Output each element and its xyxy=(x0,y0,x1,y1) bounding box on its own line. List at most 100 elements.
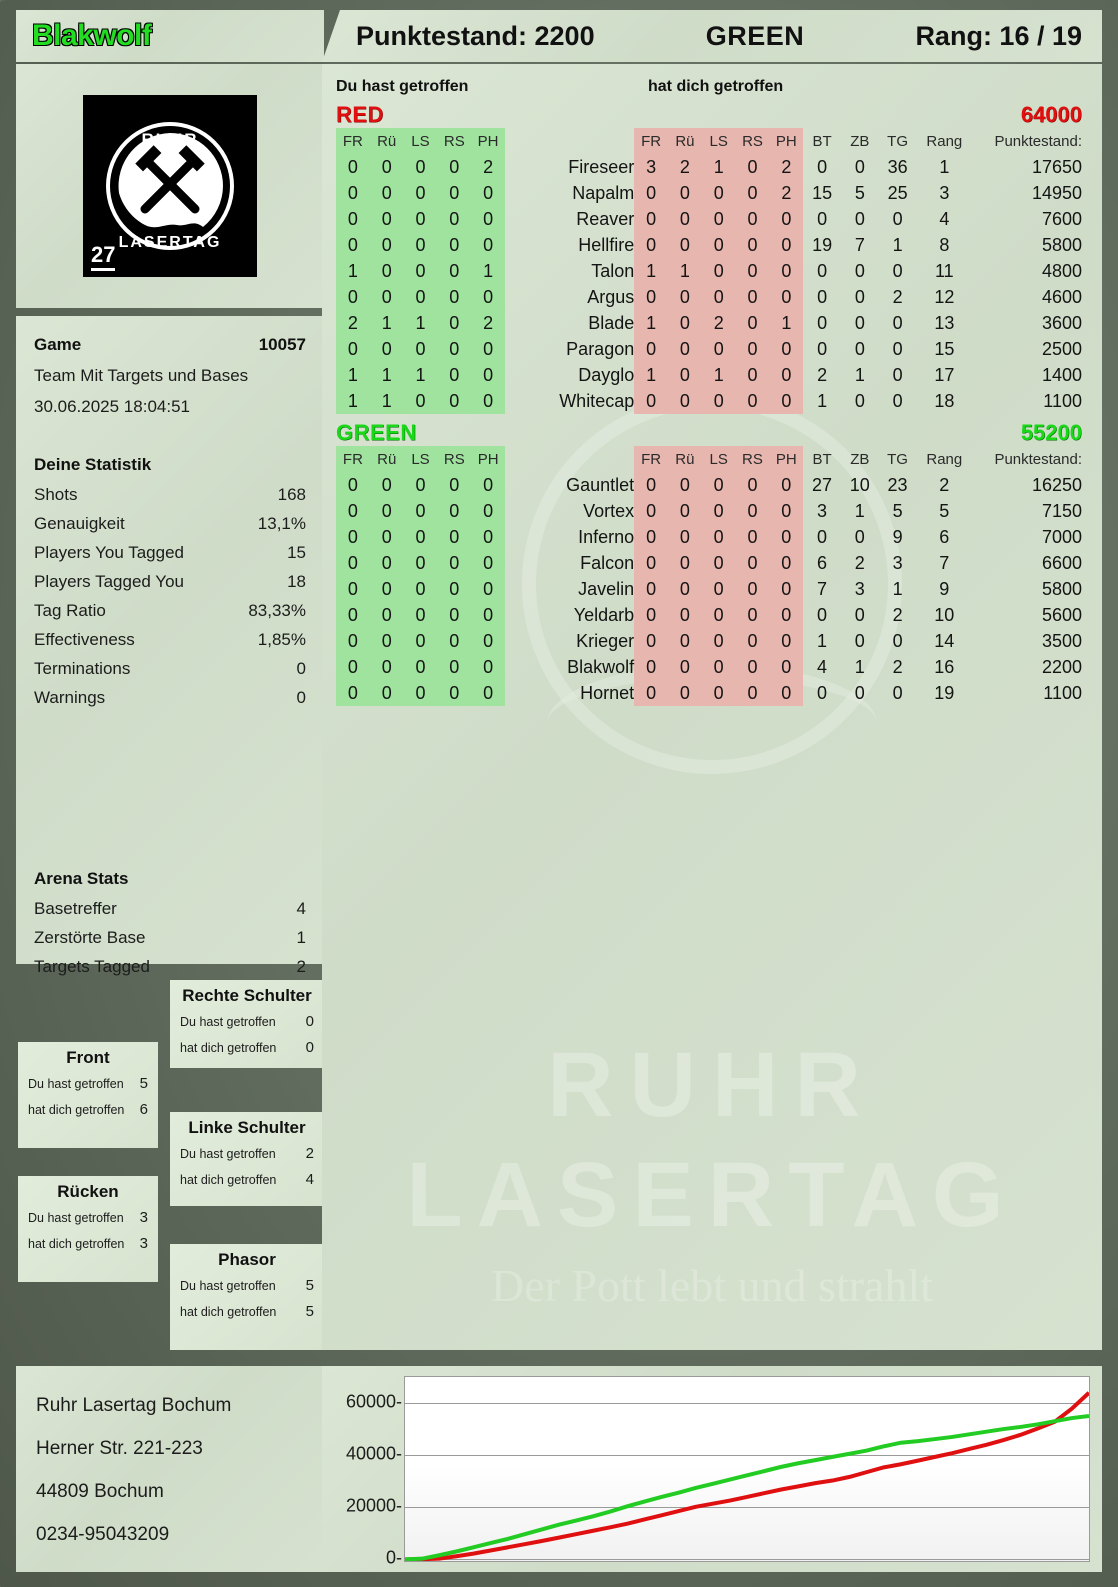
table-row[interactable]: 0 0 0 0 0 Krieger 0 0 0 0 0 1 0 0 14 3500 xyxy=(336,628,1082,654)
col-head-rank: Rang xyxy=(926,132,963,150)
zone-you-hit-value: 0 xyxy=(305,1013,314,1030)
table-row[interactable]: 0 0 0 0 0 Reaver 0 0 0 0 0 0 0 0 4 7600 xyxy=(336,206,1082,232)
player-rank: 18 xyxy=(934,390,955,411)
table-row[interactable]: 2 1 1 0 2 Blade 1 0 2 0 1 0 0 0 13 3600 xyxy=(336,310,1082,336)
table-row[interactable]: 0 0 0 0 2 Fireseer 3 2 1 0 2 0 0 36 1 17650 xyxy=(336,154,1082,180)
you-hit-RS: 0 xyxy=(437,284,472,310)
zone-you-hit-row: Du hast getroffen 3 xyxy=(28,1205,148,1231)
player-rank: 8 xyxy=(939,234,950,255)
you-hit-Rü: 0 xyxy=(369,206,404,232)
hit-you-PH: 0 xyxy=(769,602,804,628)
stat-tg: 0 xyxy=(892,208,903,229)
hit-you-LS: 0 xyxy=(701,232,736,258)
table-row[interactable]: 0 0 0 0 0 Yeldarb 0 0 0 0 0 0 0 2 10 5600 xyxy=(336,602,1082,628)
player-rank: 2 xyxy=(939,474,950,495)
scoreboard-panel: RUHR LASERTAG Der Pott lebt und strahlt … xyxy=(322,64,1102,1350)
hit-you-RS: 0 xyxy=(735,336,770,362)
game-id-row: Game 10057 xyxy=(34,330,306,360)
table-row[interactable]: 0 0 0 0 0 Javelin 0 0 0 0 0 7 3 1 9 5800 xyxy=(336,576,1082,602)
you-hit-PH: 0 xyxy=(471,388,505,414)
you-hit-PH: 2 xyxy=(471,310,505,336)
arena-row-zerstoerte-base: Zerstörte Base 1 xyxy=(34,923,306,952)
col-head-you-LS: LS xyxy=(403,128,438,154)
you-hit-header: Du hast getroffen xyxy=(336,78,469,95)
table-row[interactable]: 0 0 0 0 0 Inferno 0 0 0 0 0 0 0 9 6 7000 xyxy=(336,524,1082,550)
you-hit-FR: 0 xyxy=(336,498,370,524)
you-hit-PH: 0 xyxy=(471,362,505,388)
you-hit-RS: 0 xyxy=(437,498,472,524)
zone-phasor: Phasor Du hast getroffen 5 hat dich getr… xyxy=(170,1244,324,1350)
stat-zb: 10 xyxy=(849,474,870,495)
table-header-row: FR Rü LS RS PH FR Rü LS RS PH BT ZB TG Rang Punktestan… xyxy=(336,128,1082,154)
hit-you-RS: 0 xyxy=(735,180,770,206)
you-hit-LS: 0 xyxy=(403,336,438,362)
player-rank: 3 xyxy=(939,182,950,203)
col-head-you-PH: PH xyxy=(471,128,505,154)
player-score: 7000 xyxy=(1041,526,1082,547)
stat-zb: 0 xyxy=(854,312,865,333)
stat-bt: 0 xyxy=(817,260,828,281)
table-row[interactable]: 0 0 0 0 0 Napalm 0 0 0 0 2 15 5 25 3 14950 xyxy=(336,180,1082,206)
chart-plot-area xyxy=(404,1376,1090,1562)
stat-label: Warnings xyxy=(34,688,106,707)
table-row[interactable]: 1 1 0 0 0 Whitecap 0 0 0 0 0 1 0 0 18 1100 xyxy=(336,388,1082,414)
stat-row-tag-ratio: Tag Ratio 83,33% xyxy=(34,596,306,625)
scoreboard-table-green: FR Rü LS RS PH FR Rü LS RS PH BT ZB TG Rang Punktestan… xyxy=(336,446,1082,706)
hit-you-header: hat dich getroffen xyxy=(648,78,784,95)
hit-you-FR: 0 xyxy=(634,628,668,654)
player-name-cell: Argus xyxy=(587,286,635,307)
score-progression-chart: 0- 20000- 40000- 60000- xyxy=(322,1366,1102,1572)
table-row[interactable]: 1 0 0 0 1 Talon 1 1 0 0 0 0 0 0 11 4800 xyxy=(336,258,1082,284)
you-hit-Rü: 0 xyxy=(369,180,404,206)
table-row[interactable]: 0 0 0 0 0 Paragon 0 0 0 0 0 0 0 0 15 2500 xyxy=(336,336,1082,362)
table-row[interactable]: 0 0 0 0 0 Gauntlet 0 0 0 0 0 27 10 23 2 16250 xyxy=(336,472,1082,498)
chart-gridline xyxy=(405,1455,1089,1456)
table-row[interactable]: 0 0 0 0 0 Argus 0 0 0 0 0 0 0 2 12 4600 xyxy=(336,284,1082,310)
stat-value: 4 xyxy=(296,899,306,918)
you-hit-RS: 0 xyxy=(437,680,472,706)
table-row[interactable]: 0 0 0 0 0 Falcon 0 0 0 0 0 6 2 3 7 6600 xyxy=(336,550,1082,576)
col-head-BT: BT xyxy=(812,132,832,150)
player-name-cell: Gauntlet xyxy=(566,474,635,495)
player-name-bar: Blakwolf xyxy=(16,10,324,62)
stat-bt: 0 xyxy=(817,682,828,703)
stat-row-warnings: Warnings 0 xyxy=(34,683,306,712)
stat-label: Zerstörte Base xyxy=(34,928,146,947)
hit-you-RS: 0 xyxy=(735,472,770,498)
table-row[interactable]: 1 1 1 0 0 Dayglo 1 0 1 0 0 2 1 0 17 1400 xyxy=(336,362,1082,388)
hit-you-LS: 0 xyxy=(701,180,736,206)
stat-bt: 27 xyxy=(812,474,833,495)
hit-you-Rü: 1 xyxy=(668,258,702,284)
player-score: 2500 xyxy=(1041,338,1082,359)
arena-row-targets-tagged: Targets Tagged 2 xyxy=(34,952,306,981)
you-hit-RS: 0 xyxy=(437,258,472,284)
stat-zb: 0 xyxy=(854,286,865,307)
player-rank: 10 xyxy=(934,604,955,625)
hit-you-FR: 0 xyxy=(634,550,668,576)
teams-container: RED 64000 FR Rü LS RS PH FR Rü LS RS PH BT ZB TG Rang Pu… xyxy=(336,102,1082,706)
player-rank: 11 xyxy=(935,260,954,281)
you-hit-RS: 0 xyxy=(437,388,472,414)
zone-you-hit-label: Du hast getroffen xyxy=(28,1077,124,1091)
game-id: 10057 xyxy=(258,335,306,354)
zone-hit-you-row: hat dich getroffen 3 xyxy=(28,1231,148,1257)
table-row[interactable]: 0 0 0 0 0 Vortex 0 0 0 0 0 3 1 5 5 7150 xyxy=(336,498,1082,524)
table-row[interactable]: 0 0 0 0 0 Hellfire 0 0 0 0 0 19 7 1 8 5800 xyxy=(336,232,1082,258)
col-head-you-PH: PH xyxy=(471,446,506,472)
you-hit-Rü: 0 xyxy=(369,602,404,628)
hit-you-RS: 0 xyxy=(735,154,770,180)
table-row[interactable]: 0 0 0 0 0 Hornet 0 0 0 0 0 0 0 0 19 1100 xyxy=(336,680,1082,706)
table-row[interactable]: 0 0 0 0 0 Blakwolf 0 0 0 0 0 4 1 2 16 2200 xyxy=(336,654,1082,680)
player-name-cell: Paragon xyxy=(566,338,635,359)
player-rank: 16 xyxy=(934,656,955,677)
stat-value: 13,1% xyxy=(257,514,306,533)
ruhr-lasertag-logo: RUHR LASERTAG 27 xyxy=(83,95,257,277)
player-score: 5800 xyxy=(1041,578,1082,599)
hit-you-LS: 0 xyxy=(701,498,736,524)
col-head-ZB: ZB xyxy=(850,450,870,468)
stat-tg: 0 xyxy=(892,390,903,411)
stat-tg: 0 xyxy=(892,260,903,281)
col-head-TG: TG xyxy=(887,450,908,468)
stat-tg: 2 xyxy=(892,286,903,307)
you-hit-RS: 0 xyxy=(437,654,472,680)
